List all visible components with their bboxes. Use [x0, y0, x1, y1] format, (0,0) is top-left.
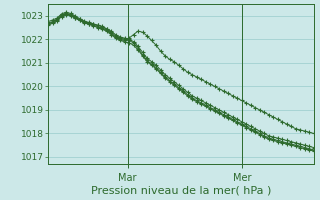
- X-axis label: Pression niveau de la mer( hPa ): Pression niveau de la mer( hPa ): [91, 186, 271, 196]
